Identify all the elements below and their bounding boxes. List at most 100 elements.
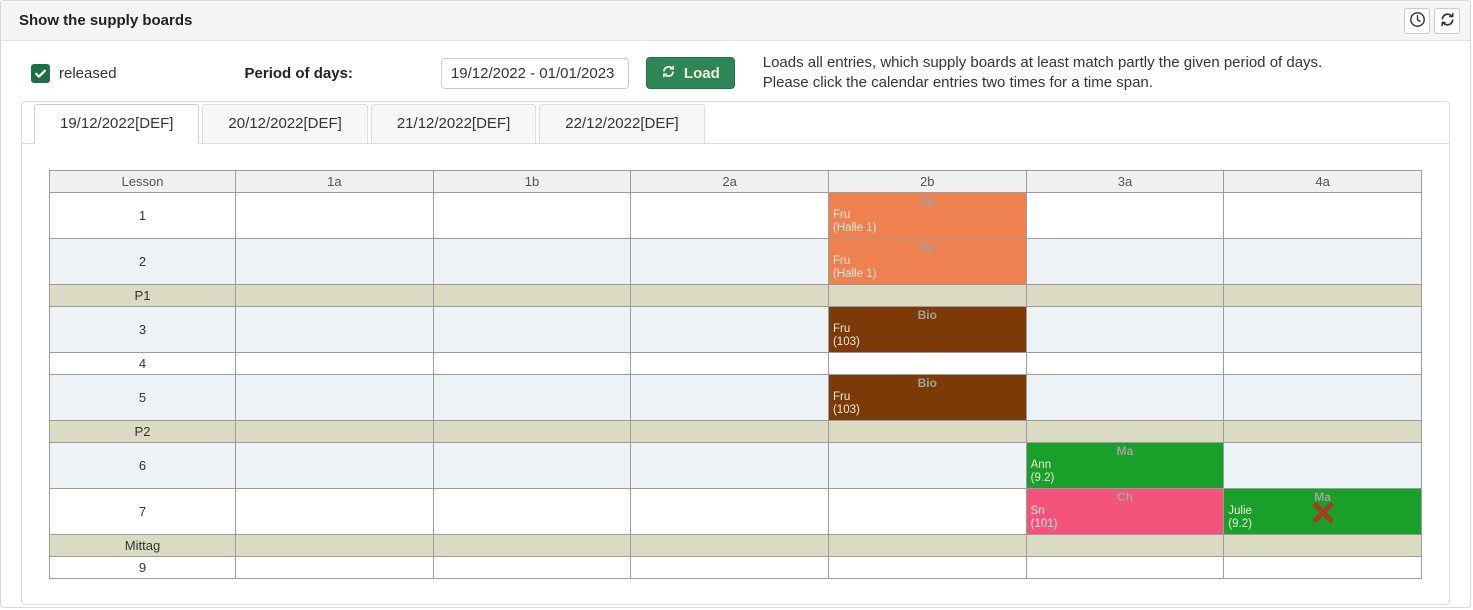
supply-board-table: Lesson 1a 1b 2a 2b 3a 4a 1 Sp Fru (Halle 1) 2 Sp Fru… (49, 170, 1422, 579)
table-row-5: 5 Bio Fru (103) (49, 374, 1422, 421)
row-label: 1 (49, 192, 236, 239)
clock-icon (1409, 11, 1426, 31)
board-cell-2b (827, 352, 1027, 375)
board-cell-4a (1223, 352, 1422, 375)
board-cell-1a (235, 238, 434, 285)
column-header-2b: 2b (827, 170, 1027, 193)
column-header-Lesson: Lesson (49, 170, 236, 193)
row-label: 7 (49, 488, 236, 535)
board-entry-Bio-2b[interactable]: Bio Fru (103) (827, 306, 1027, 353)
board-cell-1b (432, 306, 632, 353)
board-cell-1b (432, 238, 632, 285)
page-title: Show the supply boards (19, 12, 193, 29)
entry-subject: Bio (917, 308, 937, 322)
board-cell-2b (827, 420, 1027, 443)
board-cell-2a (630, 420, 829, 443)
row-label: 3 (49, 306, 236, 353)
board-cell-1b (432, 442, 632, 489)
released-checkbox[interactable] (31, 63, 50, 83)
period-of-days-label: Period of days: (244, 64, 353, 82)
refresh-button[interactable] (1434, 7, 1460, 34)
board-cell-1a (235, 488, 434, 535)
table-row-4: 4 (49, 352, 1422, 375)
entry-subject: Ch (1116, 490, 1133, 504)
row-label: P1 (49, 284, 236, 307)
board-entry-Ma-4a[interactable]: Ma Julie (9.2) (1223, 488, 1422, 535)
tab-22/12/2022[DEF][interactable]: 22/12/2022[DEF] (539, 104, 705, 143)
table-row-Mittag: Mittag (49, 534, 1422, 557)
board-cell-4a (1223, 192, 1422, 239)
board-cell-1a (235, 374, 434, 421)
entry-teacher: Fru (832, 255, 851, 267)
board-cell-1b (432, 352, 632, 375)
board-cell-2a (630, 238, 829, 285)
board-entry-Sp-2b[interactable]: Sp Fru (Halle 1) (827, 238, 1027, 285)
table-row-2: 2 Sp Fru (Halle 1) (49, 238, 1422, 285)
row-label: 9 (49, 556, 236, 579)
board-cell-3a (1025, 284, 1225, 307)
table-row-7: 7 Ch Sn (101) Ma Julie (9.2) (49, 488, 1422, 535)
row-label: 5 (49, 374, 236, 421)
board-entry-Ma-3a[interactable]: Ma Ann (9.2) (1025, 442, 1225, 489)
released-label: released (59, 64, 117, 82)
table-row-1: 1 Sp Fru (Halle 1) (49, 192, 1422, 239)
table-row-6: 6 Ma Ann (9.2) (49, 442, 1422, 489)
board-cell-1a (235, 192, 434, 239)
board-cell-3a (1025, 556, 1225, 579)
board-entry-Bio-2b[interactable]: Bio Fru (103) (827, 374, 1027, 421)
board-cell-3a (1025, 534, 1225, 557)
column-header-1a: 1a (235, 170, 434, 193)
row-label: 4 (49, 352, 236, 375)
entry-room: (9.2) (1030, 472, 1055, 484)
load-button[interactable]: Load (645, 57, 735, 89)
entry-subject: Ma (1314, 490, 1331, 504)
board-cell-3a (1025, 420, 1225, 443)
board-cell-1b (432, 556, 632, 579)
board-cell-2b (827, 442, 1027, 489)
entry-room: (103) (832, 336, 860, 348)
column-header-3a: 3a (1025, 170, 1225, 193)
controls-row: released Period of days: Load Loads all … (31, 53, 1450, 93)
board-cell-1b (432, 374, 632, 421)
tab-21/12/2022[DEF][interactable]: 21/12/2022[DEF] (370, 104, 537, 143)
entry-room: (101) (1030, 518, 1058, 530)
refresh-icon (1439, 11, 1456, 31)
board-cell-3a (1025, 306, 1225, 353)
tab-panel: 19/12/2022[DEF] 20/12/2022[DEF] 21/12/2022… (21, 101, 1450, 605)
tab-20/12/2022[DEF][interactable]: 20/12/2022[DEF] (202, 104, 368, 143)
board-cell-1a (235, 306, 434, 353)
cancelled-x-icon (1310, 499, 1336, 525)
tabs: 19/12/2022[DEF] 20/12/2022[DEF] 21/12/2022… (22, 102, 1449, 144)
board-cell-1b (432, 534, 632, 557)
board-cell-2a (630, 284, 829, 307)
board-cell-1b (432, 420, 632, 443)
board-cell-1a (235, 534, 434, 557)
board-cell-4a (1223, 534, 1422, 557)
entry-teacher: Ann (1030, 459, 1052, 471)
board-cell-2b (827, 556, 1027, 579)
board-cell-1a (235, 442, 434, 489)
board-cell-4a (1223, 284, 1422, 307)
board-cell-1b (432, 192, 632, 239)
widget-header: Show the supply boards (1, 1, 1470, 41)
entry-room: (9.2) (1228, 518, 1252, 530)
board-cell-1a (235, 556, 434, 579)
history-button[interactable] (1404, 7, 1430, 34)
period-input[interactable] (440, 57, 629, 89)
entry-room: (103) (832, 404, 860, 416)
help-text-line1: Loads all entries, which supply boards a… (762, 53, 1323, 71)
board-entry-Sp-2b[interactable]: Sp Fru (Halle 1) (827, 192, 1027, 239)
entry-subject: Bio (917, 376, 937, 390)
board-entry-Ch-3a[interactable]: Ch Sn (101) (1025, 488, 1225, 535)
table-row-P1: P1 (49, 284, 1422, 307)
board-cell-4a (1223, 238, 1422, 285)
board-cell-4a (1223, 556, 1422, 579)
board-cell-1a (235, 352, 434, 375)
board-cell-3a (1025, 192, 1225, 239)
board-cell-4a (1223, 442, 1422, 489)
column-header-row: Lesson 1a 1b 2a 2b 3a 4a (49, 170, 1422, 193)
board-cell-4a (1223, 306, 1422, 353)
tab-19/12/2022[DEF][interactable]: 19/12/2022[DEF] (34, 104, 200, 144)
table-row-P2: P2 (49, 420, 1422, 443)
entry-subject: Sp (919, 240, 935, 254)
